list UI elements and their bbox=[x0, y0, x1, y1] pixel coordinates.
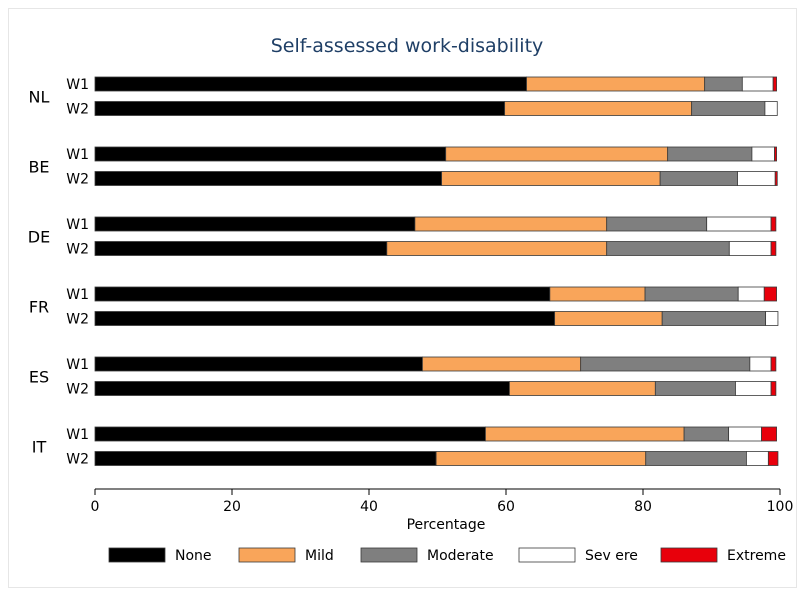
bar-segment-be-w1-2 bbox=[667, 146, 753, 162]
bar-segment-it-w1-3 bbox=[728, 426, 762, 442]
bar-segment-nl-w1-2 bbox=[704, 76, 743, 92]
x-tick-label: 100 bbox=[767, 499, 794, 515]
wave-label: W2 bbox=[66, 312, 89, 328]
x-axis: 0 20 40 60 80 100 bbox=[91, 488, 794, 515]
bar-segment-es-w2-2 bbox=[654, 381, 736, 396]
legend-swatch-1 bbox=[238, 547, 296, 563]
group-label-es: ES bbox=[29, 367, 49, 386]
bar-segment-de-w1-0 bbox=[94, 216, 416, 232]
bar-segment-fr-w1-3 bbox=[737, 286, 765, 302]
bar-segment-de-w2-2 bbox=[606, 241, 730, 256]
bar-segment-be-w1-1 bbox=[445, 146, 669, 162]
bar-segment-be-w2-3 bbox=[737, 171, 776, 186]
bar-segment-it-w2-2 bbox=[645, 451, 747, 466]
bar-segment-nl-w1-1 bbox=[526, 76, 706, 92]
bar-segment-es-w2-0 bbox=[94, 381, 510, 396]
bar-segment-es-w1-4 bbox=[770, 356, 777, 372]
bar-segment-fr-w2-0 bbox=[94, 311, 556, 326]
chart-svg: Self-assessed work-disability NL W1 W2 BE W1… bbox=[28, 35, 794, 564]
chart-frame: Self-assessed work-disability NL W1 W2 BE W1… bbox=[8, 8, 797, 588]
bar-segment-de-w1-4 bbox=[770, 216, 777, 232]
bar-segment-de-w1-1 bbox=[414, 216, 608, 232]
bar-segment-be-w1-4 bbox=[774, 146, 777, 162]
bar-segment-fr-w1-1 bbox=[549, 286, 646, 302]
group-label-fr: FR bbox=[29, 297, 49, 316]
wave-label: W2 bbox=[66, 382, 89, 398]
bar-segment-de-w1-2 bbox=[606, 216, 708, 232]
bar-segment-de-w2-3 bbox=[728, 241, 772, 256]
bar-segment-it-w1-2 bbox=[683, 426, 730, 442]
bar-segment-it-w1-4 bbox=[761, 426, 777, 442]
bar-segment-de-w2-0 bbox=[94, 241, 388, 256]
wave-label: W1 bbox=[66, 77, 89, 93]
wave-label: W1 bbox=[66, 357, 89, 373]
wave-label: W1 bbox=[66, 287, 89, 303]
x-tick-label: 60 bbox=[497, 499, 515, 515]
bar-segment-nl-w2-3 bbox=[764, 101, 778, 116]
bar-segment-it-w2-1 bbox=[435, 451, 647, 466]
bar-segment-nl-w2-0 bbox=[94, 101, 506, 116]
bar-segment-fr-w2-2 bbox=[661, 311, 767, 326]
bar-segment-fr-w1-0 bbox=[94, 286, 551, 302]
wave-label: W1 bbox=[66, 427, 89, 443]
bar-segment-es-w1-0 bbox=[94, 356, 423, 372]
group-label-nl: NL bbox=[29, 87, 50, 106]
bar-segment-nl-w2-1 bbox=[504, 101, 693, 116]
bar-segment-de-w2-1 bbox=[386, 241, 608, 256]
bar-segment-es-w2-3 bbox=[735, 381, 772, 396]
bar-segment-es-w2-4 bbox=[770, 381, 777, 396]
bar-segment-de-w1-3 bbox=[706, 216, 772, 232]
bar-segment-nl-w1-3 bbox=[741, 76, 774, 92]
wave-label: W1 bbox=[66, 147, 89, 163]
legend-label: None bbox=[175, 548, 212, 564]
group-label-it: IT bbox=[32, 437, 47, 456]
bar-segment-it-w1-0 bbox=[94, 426, 486, 442]
chart-title: Self-assessed work-disability bbox=[271, 35, 544, 57]
bar-segment-fr-w1-2 bbox=[644, 286, 739, 302]
legend-swatch-2 bbox=[360, 547, 418, 563]
bar-segment-de-w2-4 bbox=[770, 241, 777, 256]
x-tick-label: 20 bbox=[223, 499, 241, 515]
bar-segment-es-w1-2 bbox=[580, 356, 751, 372]
wave-label: W2 bbox=[66, 452, 89, 468]
bar-segment-be-w2-2 bbox=[659, 171, 738, 186]
bar-segment-es-w1-1 bbox=[422, 356, 582, 372]
legend-label: Extreme bbox=[727, 548, 786, 564]
bar-segment-be-w2-0 bbox=[94, 171, 443, 186]
bar-segment-be-w2-1 bbox=[441, 171, 661, 186]
legend-swatch-0 bbox=[108, 547, 166, 563]
x-tick-label: 80 bbox=[634, 499, 652, 515]
legend-swatch-3 bbox=[518, 547, 576, 563]
bar-segment-it-w1-1 bbox=[485, 426, 685, 442]
legend: None Mild Moderate Sev ere Extreme bbox=[108, 547, 786, 564]
group-label-de: DE bbox=[28, 227, 50, 246]
bar-segment-be-w1-0 bbox=[94, 146, 447, 162]
wave-label: W2 bbox=[66, 242, 89, 258]
bar-segment-fr-w2-3 bbox=[765, 311, 779, 326]
x-tick-label: 0 bbox=[91, 499, 100, 515]
bar-segment-be-w2-4 bbox=[774, 171, 778, 186]
bar-segment-nl-w2-2 bbox=[691, 101, 766, 116]
bar-segment-es-w2-1 bbox=[509, 381, 656, 396]
bar-segment-it-w2-3 bbox=[746, 451, 769, 466]
wave-label: W2 bbox=[66, 172, 89, 188]
x-axis-label: Percentage bbox=[407, 517, 486, 533]
legend-swatch-4 bbox=[660, 547, 718, 563]
bar-segment-nl-w1-4 bbox=[772, 76, 777, 92]
wave-label: W2 bbox=[66, 102, 89, 118]
plot-area: NL W1 W2 BE W1 W2 DE W1 W2 FR W1 W2 ES W1 W2 IT W1 W2 bbox=[28, 76, 779, 468]
wave-label: W1 bbox=[66, 217, 89, 233]
bar-segment-it-w2-0 bbox=[94, 451, 437, 466]
bar-segment-es-w1-3 bbox=[749, 356, 772, 372]
legend-label: Moderate bbox=[427, 548, 494, 564]
legend-label: Mild bbox=[305, 548, 334, 564]
bar-segment-nl-w1-0 bbox=[94, 76, 527, 92]
legend-label: Sev ere bbox=[585, 548, 638, 564]
bar-segment-fr-w2-1 bbox=[554, 311, 663, 326]
bar-segment-fr-w1-4 bbox=[763, 286, 777, 302]
x-tick-label: 40 bbox=[360, 499, 378, 515]
bar-segment-it-w2-4 bbox=[767, 451, 779, 466]
bar-segment-be-w1-3 bbox=[751, 146, 775, 162]
group-label-be: BE bbox=[28, 157, 49, 176]
